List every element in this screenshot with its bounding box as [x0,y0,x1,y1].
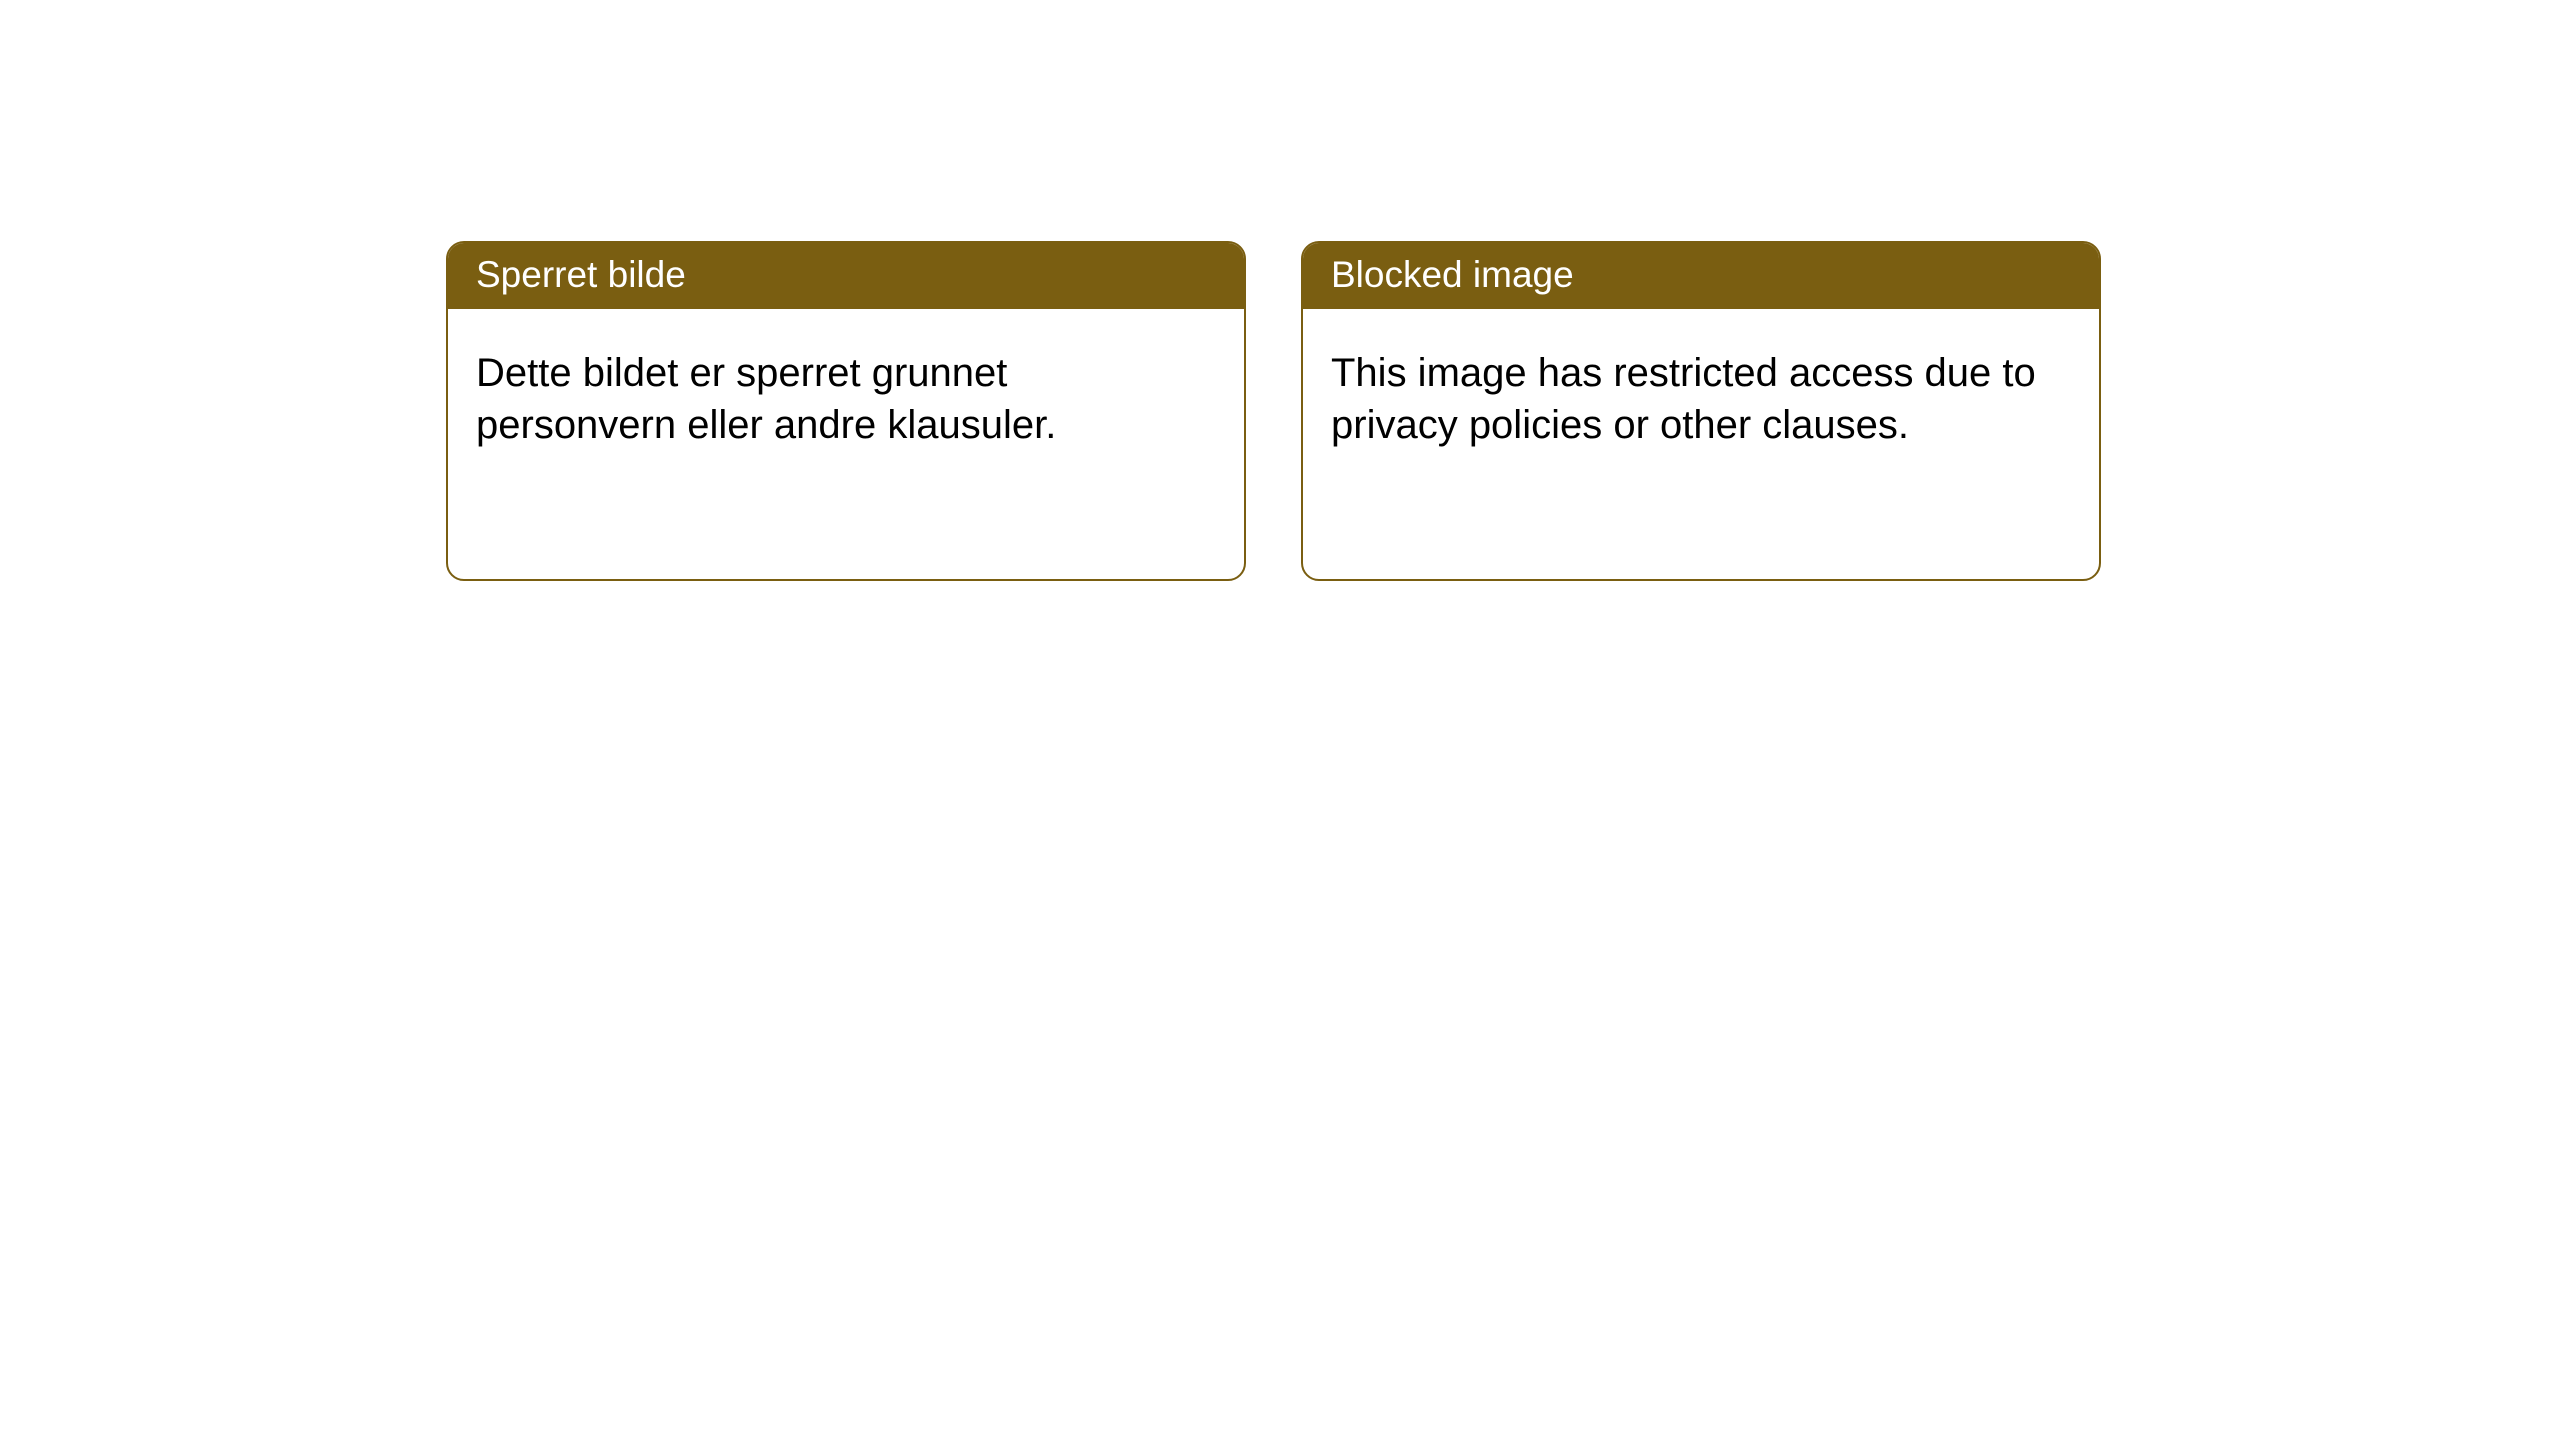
card-header: Sperret bilde [448,243,1244,309]
card-header: Blocked image [1303,243,2099,309]
card-title: Blocked image [1331,254,1574,295]
card-body: This image has restricted access due to … [1303,309,2099,579]
card-body-text: This image has restricted access due to … [1331,351,2036,447]
notice-card-english: Blocked image This image has restricted … [1301,241,2101,581]
card-body-text: Dette bildet er sperret grunnet personve… [476,351,1056,447]
card-body: Dette bildet er sperret grunnet personve… [448,309,1244,579]
card-title: Sperret bilde [476,254,686,295]
notice-card-norwegian: Sperret bilde Dette bildet er sperret gr… [446,241,1246,581]
notice-cards-container: Sperret bilde Dette bildet er sperret gr… [446,241,2101,581]
